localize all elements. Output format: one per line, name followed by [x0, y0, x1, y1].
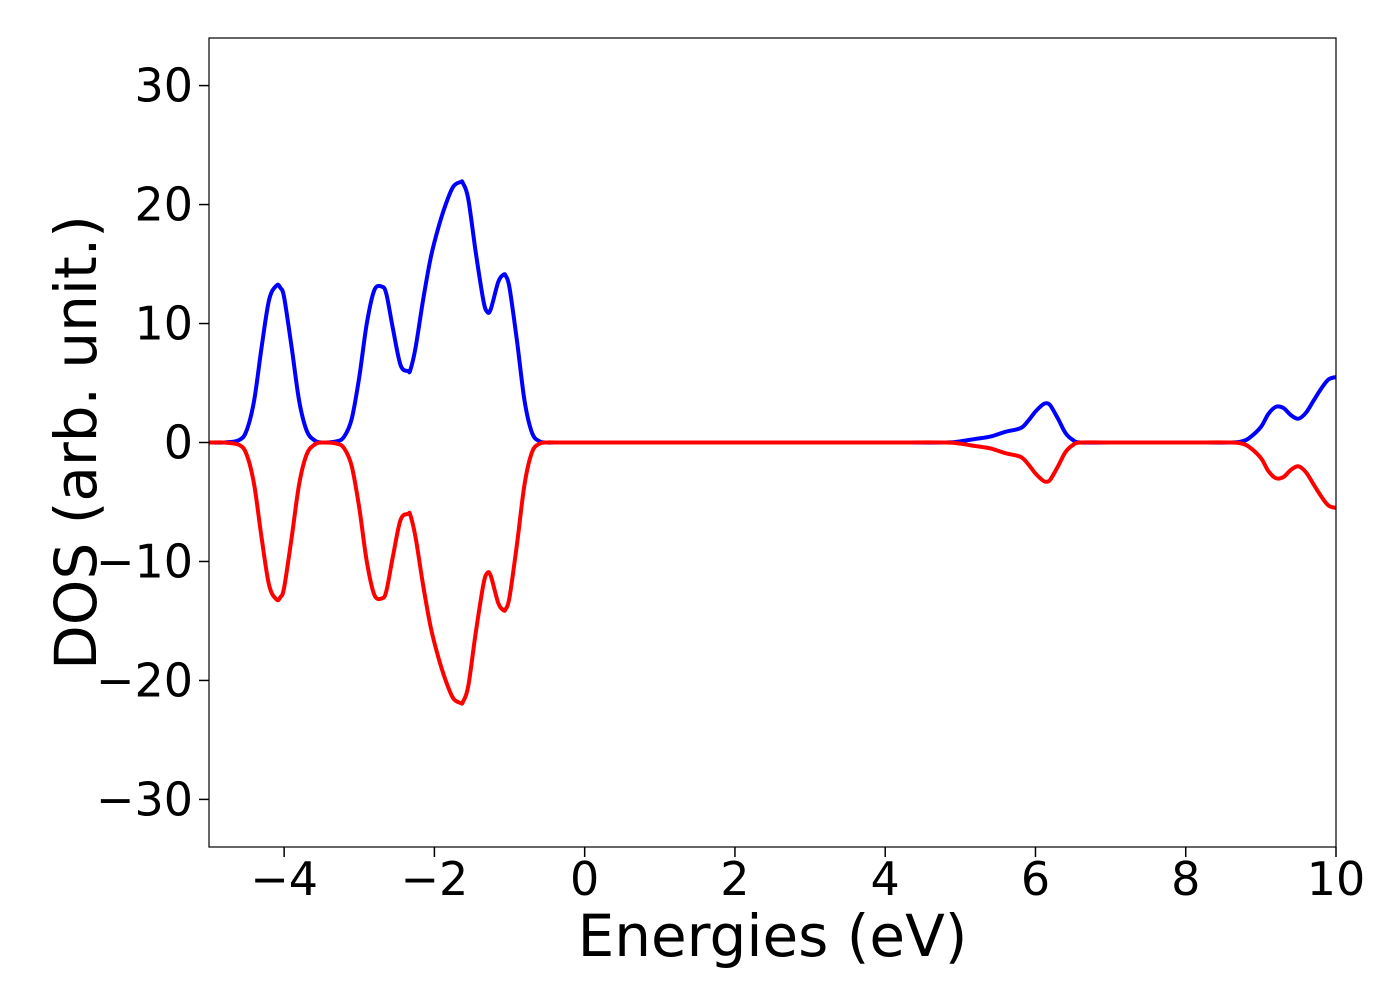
y-tick-label: −30 — [96, 772, 193, 826]
series-line-1 — [208, 179, 1337, 445]
x-axis-title: Energies (eV) — [578, 902, 968, 970]
x-tick-label: 8 — [1171, 852, 1200, 906]
y-tick-label: −10 — [96, 534, 193, 588]
x-tick-label: 4 — [871, 852, 900, 906]
series-layer — [208, 179, 1337, 706]
y-tick-label: 20 — [134, 178, 193, 232]
x-tick-label: 2 — [720, 852, 749, 906]
y-tick-label: 10 — [134, 297, 193, 351]
y-tick-label: 30 — [134, 59, 193, 113]
x-axis: −4 −2 0 2 4 6 8 10 — [250, 847, 1365, 906]
x-tick-label: 10 — [1307, 852, 1366, 906]
y-tick-label: 0 — [164, 416, 193, 470]
series-line-2 — [208, 440, 1337, 706]
x-tick-label: −4 — [250, 852, 318, 906]
x-tick-label: −2 — [400, 852, 468, 906]
y-axis: −30 −20 −10 0 10 20 30 — [96, 59, 209, 826]
y-axis-title: DOS (arb. unit.) — [42, 215, 110, 670]
x-tick-label: 6 — [1021, 852, 1050, 906]
x-tick-label: 0 — [570, 852, 599, 906]
y-tick-label: −20 — [96, 653, 193, 707]
